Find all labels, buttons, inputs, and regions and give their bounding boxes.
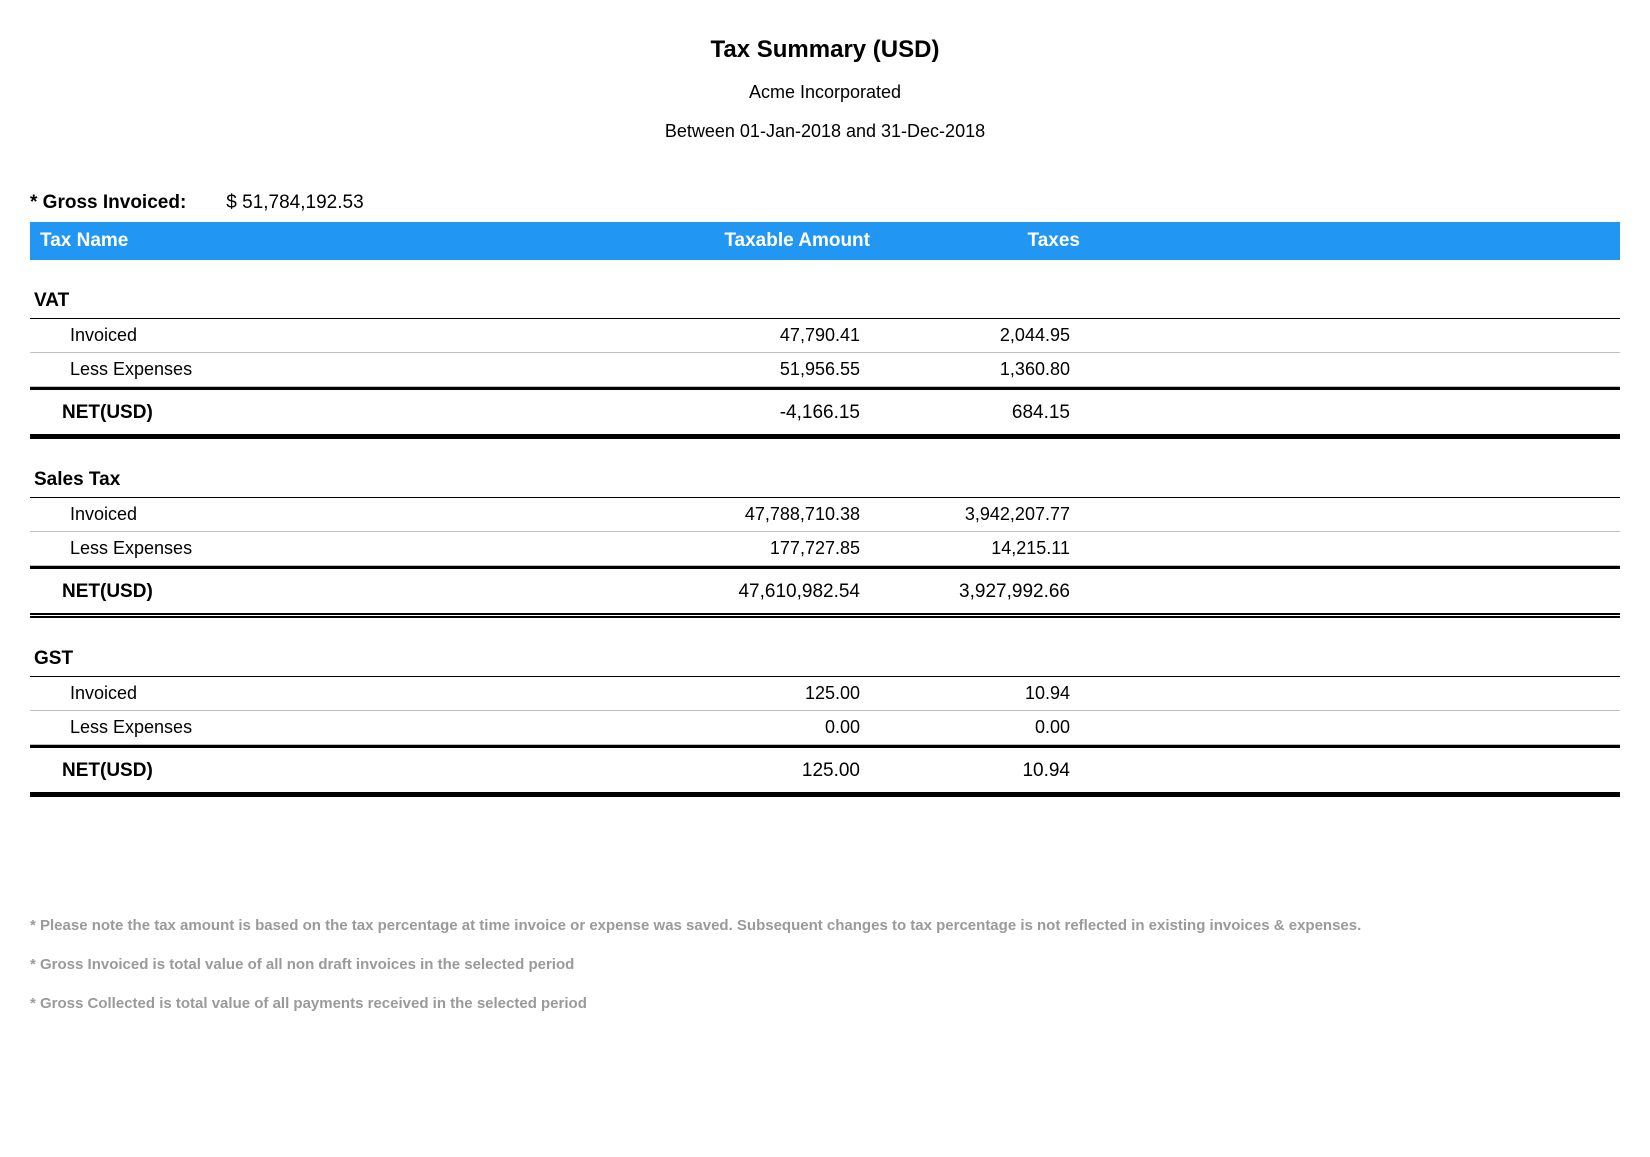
cell-net-taxes: 684.15 <box>890 402 1230 424</box>
tax-section: Sales TaxInvoiced47,788,710.383,942,207.… <box>30 463 1620 618</box>
row-label-less-expenses: Less Expenses <box>30 538 550 559</box>
cell-taxable-amount: 47,790.41 <box>550 325 890 346</box>
cell-taxable-amount: 47,788,710.38 <box>550 504 890 525</box>
page-title: Tax Summary (USD) <box>30 36 1620 64</box>
row-label-net: NET(USD) <box>30 760 550 782</box>
cell-taxes: 14,215.11 <box>890 538 1230 559</box>
table-row: Invoiced47,788,710.383,942,207.77 <box>30 498 1620 532</box>
cell-net-taxes: 10.94 <box>890 760 1230 782</box>
table-row: Less Expenses177,727.8514,215.11 <box>30 532 1620 566</box>
section-title: VAT <box>30 284 1620 319</box>
row-label-net: NET(USD) <box>30 581 550 603</box>
row-label-net: NET(USD) <box>30 402 550 424</box>
tax-section: GSTInvoiced125.0010.94Less Expenses0.000… <box>30 642 1620 797</box>
net-row: NET(USD)125.0010.94 <box>30 745 1620 797</box>
net-row: NET(USD)-4,166.15684.15 <box>30 387 1620 439</box>
cell-taxes: 10.94 <box>890 683 1230 704</box>
section-title: GST <box>30 642 1620 677</box>
table-row: Less Expenses51,956.551,360.80 <box>30 353 1620 387</box>
section-title: Sales Tax <box>30 463 1620 498</box>
column-tax-name: Tax Name <box>40 230 560 252</box>
cell-net-amount: -4,166.15 <box>550 402 890 424</box>
row-label-invoiced: Invoiced <box>30 683 550 704</box>
footnote-line: * Gross Invoiced is total value of all n… <box>30 956 1620 973</box>
row-label-less-expenses: Less Expenses <box>30 717 550 738</box>
footnote-line: * Please note the tax amount is based on… <box>30 917 1620 934</box>
table-row: Invoiced125.0010.94 <box>30 677 1620 711</box>
row-label-invoiced: Invoiced <box>30 325 550 346</box>
cell-taxes: 0.00 <box>890 717 1230 738</box>
cell-taxes: 2,044.95 <box>890 325 1230 346</box>
table-row: Invoiced47,790.412,044.95 <box>30 319 1620 353</box>
table-row: Less Expenses0.000.00 <box>30 711 1620 745</box>
table-header-row: Tax Name Taxable Amount Taxes <box>30 222 1620 260</box>
gross-invoiced-value: $ 51,784,192.53 <box>226 192 363 214</box>
cell-taxable-amount: 177,727.85 <box>550 538 890 559</box>
cell-taxable-amount: 125.00 <box>550 683 890 704</box>
row-label-invoiced: Invoiced <box>30 504 550 525</box>
net-row: NET(USD)47,610,982.543,927,992.66 <box>30 566 1620 618</box>
date-range: Between 01-Jan-2018 and 31-Dec-2018 <box>30 121 1620 142</box>
row-label-less-expenses: Less Expenses <box>30 359 550 380</box>
footnotes: * Please note the tax amount is based on… <box>30 917 1620 1012</box>
gross-invoiced-row: * Gross Invoiced: $ 51,784,192.53 <box>30 192 1620 214</box>
company-name: Acme Incorporated <box>30 82 1620 103</box>
tax-section: VATInvoiced47,790.412,044.95Less Expense… <box>30 284 1620 439</box>
column-taxable-amount: Taxable Amount <box>560 230 900 252</box>
cell-taxable-amount: 51,956.55 <box>550 359 890 380</box>
footnote-line: * Gross Collected is total value of all … <box>30 995 1620 1012</box>
gross-invoiced-label: * Gross Invoiced: <box>30 192 186 214</box>
cell-taxable-amount: 0.00 <box>550 717 890 738</box>
cell-taxes: 1,360.80 <box>890 359 1230 380</box>
cell-net-amount: 125.00 <box>550 760 890 782</box>
cell-taxes: 3,942,207.77 <box>890 504 1230 525</box>
column-taxes: Taxes <box>900 230 1240 252</box>
cell-net-taxes: 3,927,992.66 <box>890 581 1230 603</box>
cell-net-amount: 47,610,982.54 <box>550 581 890 603</box>
